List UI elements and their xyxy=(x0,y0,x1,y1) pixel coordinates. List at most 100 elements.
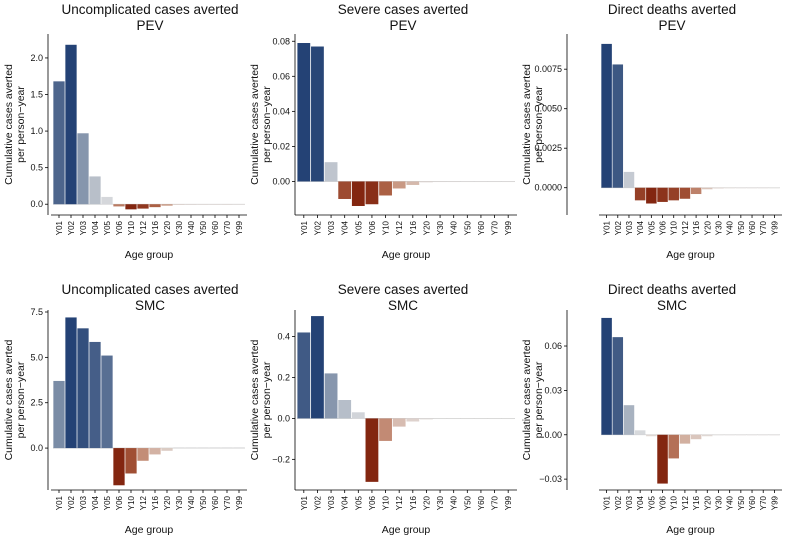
x-tick-label: Y04 xyxy=(341,220,350,235)
x-tick-label: Y70 xyxy=(491,495,500,510)
bar-y03 xyxy=(623,405,635,435)
y-tick-label: 0.02 xyxy=(272,141,290,151)
x-axis-title: Age group xyxy=(382,524,431,536)
y-tick-label: 7.5 xyxy=(30,307,43,317)
x-tick-label: Y01 xyxy=(300,495,309,510)
bar-y99 xyxy=(501,181,515,183)
x-tick-label: Y01 xyxy=(55,495,64,510)
bar-y02 xyxy=(311,46,324,182)
x-tick-label: Y70 xyxy=(759,220,768,235)
bar-y60 xyxy=(746,187,758,189)
bar-y02 xyxy=(65,317,77,449)
bar-y05 xyxy=(351,181,365,206)
x-tick-label: Y05 xyxy=(103,495,112,510)
x-tick-label: Y03 xyxy=(327,220,336,235)
x-tick-label: Y40 xyxy=(450,495,459,510)
x-tick-label: Y01 xyxy=(55,220,64,235)
x-tick-label: Y01 xyxy=(603,220,612,235)
x-tick-label: Y04 xyxy=(636,220,645,235)
bar-y05 xyxy=(646,434,657,437)
x-tick-label: Y99 xyxy=(235,220,244,235)
bar-y06 xyxy=(113,204,125,207)
y-axis-title: Cumulative cases averted xyxy=(3,64,15,185)
bar-y16 xyxy=(406,181,420,185)
bar-y20 xyxy=(420,418,433,420)
bar-y05 xyxy=(101,355,113,449)
x-tick-label: Y30 xyxy=(436,495,445,510)
bar-y16 xyxy=(690,187,702,195)
bar-y10 xyxy=(668,434,679,459)
x-tick-label: Y03 xyxy=(625,220,634,235)
bar-y03 xyxy=(623,171,635,188)
bar-y40 xyxy=(724,187,735,189)
bar-y99 xyxy=(769,187,780,189)
x-tick-label: Y30 xyxy=(175,495,184,510)
bar-y16 xyxy=(149,448,161,455)
x-tick-label: Y04 xyxy=(91,495,100,510)
bar-y40 xyxy=(724,434,735,436)
x-tick-label: Y20 xyxy=(422,220,431,235)
x-tick-label: Y70 xyxy=(759,495,768,510)
bar-y01 xyxy=(601,43,612,188)
x-tick-label: Y12 xyxy=(681,495,690,510)
x-tick-label: Y20 xyxy=(163,495,172,510)
y-tick-label: 5.0 xyxy=(30,352,43,362)
x-tick-label: Y03 xyxy=(327,495,336,510)
x-tick-label: Y99 xyxy=(235,495,244,510)
bar-y12 xyxy=(137,448,149,461)
bar-y40 xyxy=(447,181,461,183)
y-axis-title: Cumulative cases averted xyxy=(249,64,261,185)
bar-y03 xyxy=(77,133,89,205)
y-tick-label: 0.0 xyxy=(30,199,43,209)
x-tick-label: Y60 xyxy=(477,220,486,235)
y-tick-label: 0.0000 xyxy=(534,183,562,193)
x-axis-title: Age group xyxy=(382,249,431,261)
y-tick-label: 0.03 xyxy=(544,385,562,395)
x-tick-label: Y02 xyxy=(313,220,322,235)
x-tick-label: Y03 xyxy=(79,220,88,235)
x-tick-label: Y70 xyxy=(491,220,500,235)
x-tick-label: Y01 xyxy=(300,220,309,235)
x-axis-title: Age group xyxy=(125,249,174,261)
y-axis-title-line2: per person−year xyxy=(533,86,545,163)
x-tick-label: Y40 xyxy=(726,220,735,235)
x-tick-label: Y16 xyxy=(409,220,418,235)
bar-y02 xyxy=(612,64,624,188)
x-tick-label: Y01 xyxy=(603,495,612,510)
x-axis-title: Age group xyxy=(666,524,715,536)
x-tick-label: Y12 xyxy=(139,220,148,235)
bar-y06 xyxy=(657,187,668,202)
bar-y50 xyxy=(460,418,474,420)
x-axis-title: Age group xyxy=(666,249,715,261)
x-tick-label: Y20 xyxy=(703,495,712,510)
x-tick-label: Y05 xyxy=(647,220,656,235)
bar-y04 xyxy=(634,430,646,435)
y-tick-label: 0.0050 xyxy=(534,104,562,114)
bar-y40 xyxy=(185,447,197,449)
bar-y05 xyxy=(101,196,113,205)
bar-y04 xyxy=(338,400,352,419)
bar-y10 xyxy=(379,418,392,441)
x-tick-label: Y16 xyxy=(409,495,418,510)
bar-y12 xyxy=(137,204,149,209)
y-axis-title: Cumulative cases averted xyxy=(521,339,533,460)
bar-y10 xyxy=(668,187,679,201)
x-tick-label: Y02 xyxy=(67,220,76,235)
y-tick-label: −0.2 xyxy=(272,454,290,464)
bar-y02 xyxy=(311,316,324,419)
y-tick-label: 0.5 xyxy=(30,163,43,173)
x-tick-label: Y40 xyxy=(450,220,459,235)
x-tick-label: Y10 xyxy=(382,220,391,235)
bar-y70 xyxy=(488,418,501,420)
y-axis-title-line2: per person−year xyxy=(533,361,545,438)
x-tick-label: Y50 xyxy=(199,220,208,235)
panel-title: Uncomplicated cases averted xyxy=(61,2,238,17)
y-tick-label: 0.0075 xyxy=(534,64,562,74)
bar-y30 xyxy=(713,187,724,189)
x-tick-label: Y05 xyxy=(103,220,112,235)
x-tick-label: Y50 xyxy=(199,495,208,510)
x-tick-label: Y50 xyxy=(737,495,746,510)
